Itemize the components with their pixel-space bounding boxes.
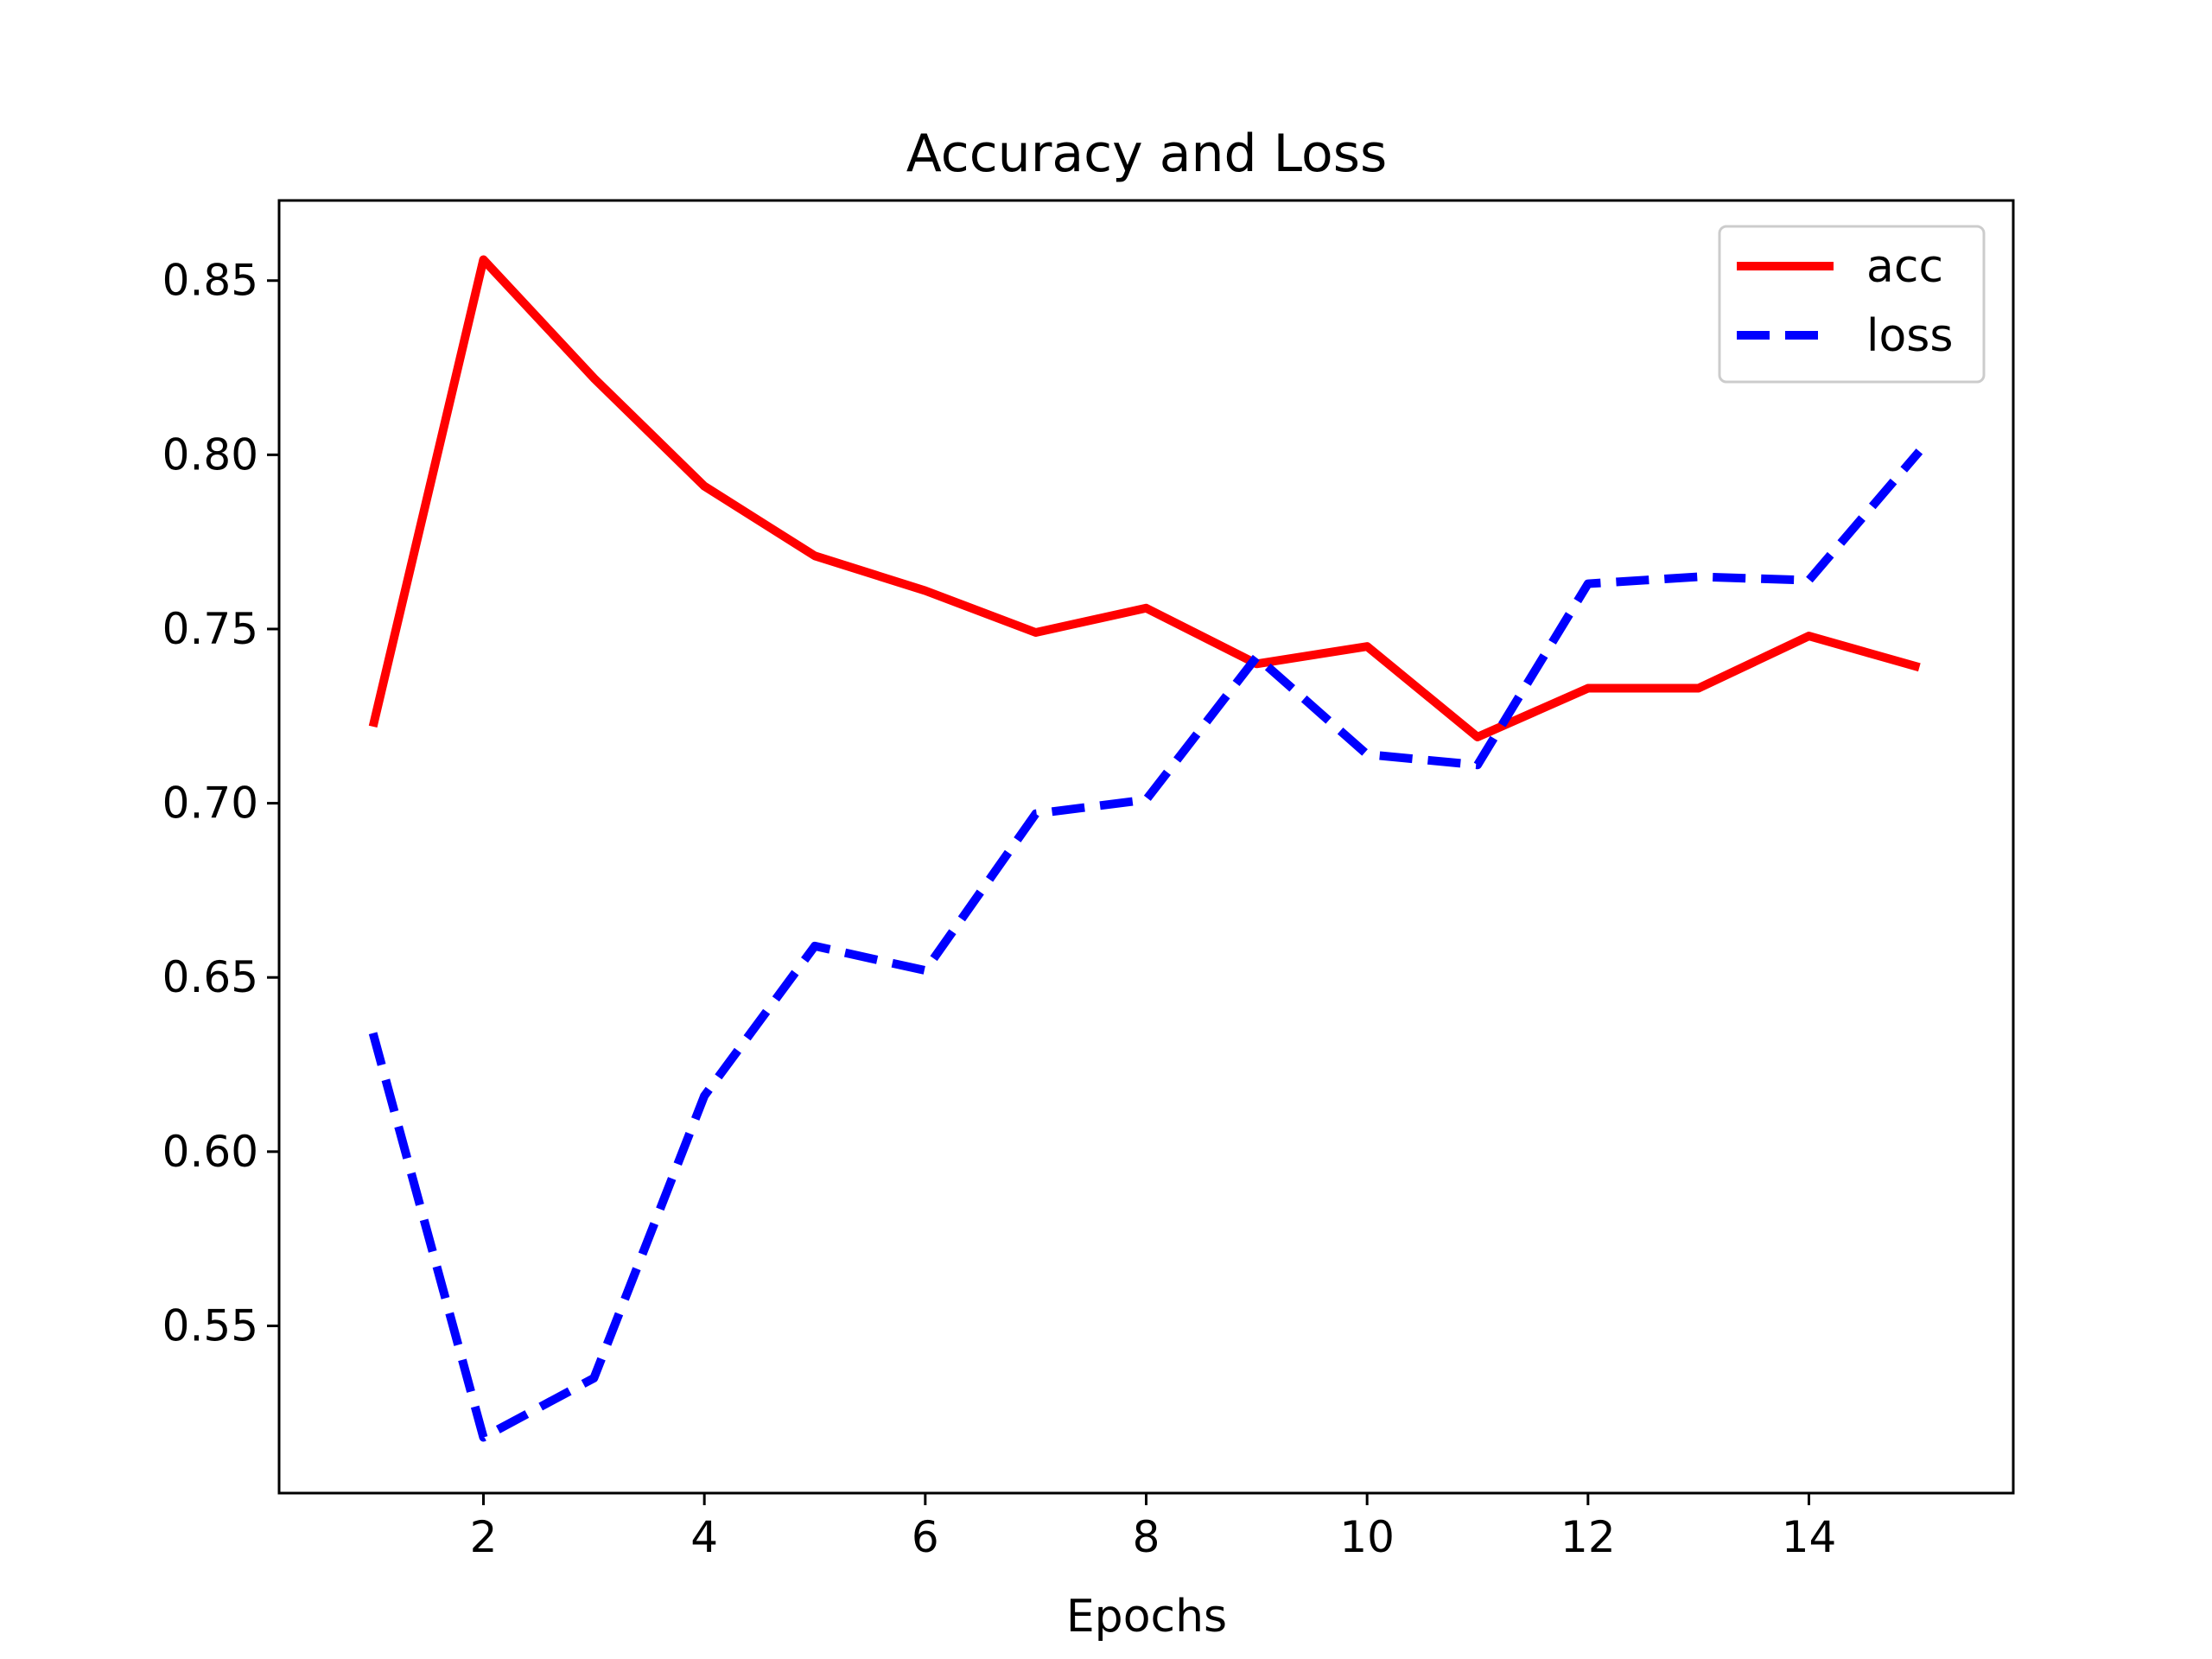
legend-label-acc: acc	[1866, 241, 1943, 293]
y-tick-label: 0.65	[162, 952, 258, 1002]
chart-title: Accuracy and Loss	[906, 124, 1388, 184]
x-tick-label: 4	[690, 1512, 718, 1562]
series-line-loss	[368, 448, 1923, 1442]
y-tick-label: 0.55	[162, 1300, 258, 1351]
x-axis: 2 4 6 8 10 12 14	[470, 1493, 1837, 1562]
x-tick-label: 8	[1133, 1512, 1160, 1562]
x-tick-label: 6	[912, 1512, 939, 1562]
plot-frame	[277, 199, 2015, 1495]
series-line-acc	[368, 255, 1921, 741]
x-tick-label: 2	[470, 1512, 498, 1562]
legend-label-loss: loss	[1866, 310, 1953, 362]
x-axis-label: Epochs	[1066, 1591, 1227, 1643]
x-tick-label: 10	[1339, 1512, 1395, 1562]
y-axis: 0.55 0.60 0.65 0.70 0.75 0.80 0.85	[162, 256, 279, 1351]
y-tick-label: 0.75	[162, 604, 258, 654]
y-tick-label: 0.85	[162, 256, 258, 306]
y-tick-label: 0.70	[162, 779, 258, 829]
plot-area	[368, 255, 1923, 1442]
legend: acc loss	[1718, 225, 1986, 384]
x-tick-label: 14	[1782, 1512, 1837, 1562]
y-tick-label: 0.80	[162, 429, 258, 480]
y-tick-label: 0.60	[162, 1127, 258, 1177]
x-tick-label: 12	[1560, 1512, 1616, 1562]
